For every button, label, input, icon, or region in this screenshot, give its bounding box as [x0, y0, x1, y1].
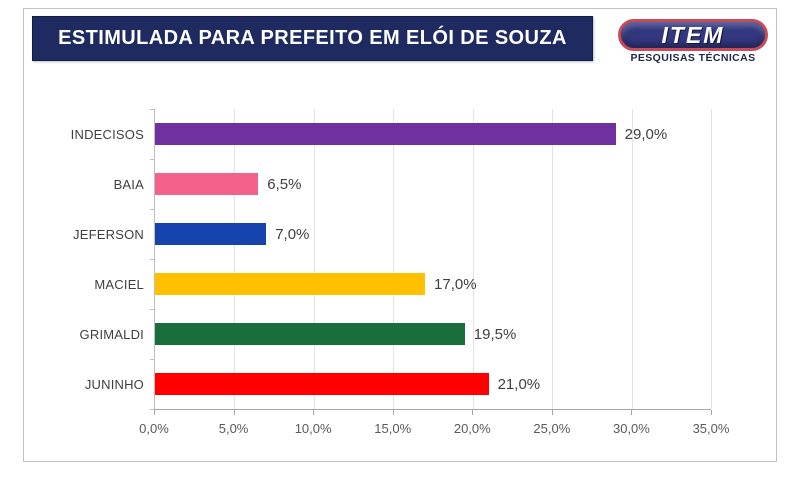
x-axis-tick-label: 15,0% [374, 421, 412, 436]
gridline [552, 109, 554, 409]
x-axis-tick [154, 410, 155, 415]
bar-row: 7,0% [155, 209, 711, 259]
value-label: 21,0% [497, 375, 541, 393]
x-axis-tick-label: 20,0% [453, 421, 491, 436]
bar-baia [155, 173, 259, 195]
title-banner: ESTIMULADA PARA PREFEITO EM ELÓI DE SOUZ… [32, 16, 593, 61]
x-axis-tick [233, 410, 235, 415]
category-label: INDECISOS [70, 126, 144, 142]
logo-text: ITEM [661, 21, 725, 48]
bar-row: 21,0% [155, 359, 711, 409]
y-axis-tick [150, 309, 155, 310]
gridline [313, 109, 315, 409]
x-axis-tick [313, 410, 315, 415]
bar-maciel [155, 273, 426, 295]
y-axis-tick [150, 159, 155, 160]
x-axis-tick [392, 410, 394, 415]
x-axis-tick [472, 410, 474, 415]
bar-row: 17,0% [155, 259, 711, 309]
bar-indecisos [155, 123, 616, 145]
x-axis-tick [551, 410, 553, 415]
gridline [472, 109, 474, 409]
bar-jeferson [155, 223, 267, 245]
gridline [711, 109, 712, 409]
x-axis-tick-label: 30,0% [612, 421, 650, 436]
value-label: 6,5% [267, 175, 302, 193]
y-axis-tick [150, 259, 155, 260]
category-labels: INDECISOS BAIA JEFERSON MACIEL GRIMALDI JUNIN… [24, 109, 154, 409]
category-label: JUNINHO [84, 376, 144, 392]
x-axis: 0,0% 5,0% 10,0% 15,0% 20,0% 25,0% 30,0% 35,0% [139, 409, 729, 451]
bar-row: 19,5% [155, 309, 711, 359]
bar-grimaldi [155, 323, 465, 345]
chart-frame: ESTIMULADA PARA PREFEITO EM ELÓI DE SOUZ… [23, 8, 777, 462]
y-axis-tick [150, 109, 155, 110]
category-label: GRIMALDI [79, 326, 144, 342]
category-label: BAIA [113, 176, 144, 192]
y-axis-tick [150, 359, 155, 360]
gridline [393, 109, 395, 409]
value-label: 7,0% [275, 225, 310, 243]
y-axis-tick [150, 209, 155, 210]
value-label: 19,5% [473, 325, 517, 343]
gridline [234, 109, 236, 409]
x-axis-tick [711, 410, 712, 415]
x-axis-tick-label: 5,0% [218, 421, 249, 436]
bar-chart: INDECISOS BAIA JEFERSON MACIEL GRIMALDI JUNIN… [24, 109, 729, 451]
x-axis-tick-label: 10,0% [294, 421, 332, 436]
page-title: ESTIMULADA PARA PREFEITO EM ELÓI DE SOUZ… [58, 27, 567, 49]
category-label: MACIEL [94, 276, 144, 292]
x-axis-tick-label: 0,0% [139, 421, 169, 436]
category-label: JEFERSON [73, 226, 144, 242]
y-axis-tick [150, 409, 155, 410]
x-axis-tick-label: 35,0% [692, 421, 730, 436]
logo-subtitle: PESQUISAS TÉCNICAS [630, 52, 756, 64]
item-logo: ITEM PESQUISAS TÉCNICAS [618, 19, 768, 64]
value-label: 17,0% [434, 275, 477, 293]
gridline [631, 109, 633, 409]
item-logo-pill: ITEM [618, 19, 768, 51]
bar-row: 29,0% [155, 109, 711, 159]
plot-area: 29,0% 6,5% 7,0% 17,0% 19,5% 21,0% [150, 109, 712, 410]
bar-row: 6,5% [155, 159, 711, 209]
bar-juninho [155, 373, 489, 395]
x-axis-tick [631, 410, 633, 415]
x-axis-tick-label: 25,0% [533, 421, 571, 436]
value-label: 29,0% [624, 125, 668, 143]
